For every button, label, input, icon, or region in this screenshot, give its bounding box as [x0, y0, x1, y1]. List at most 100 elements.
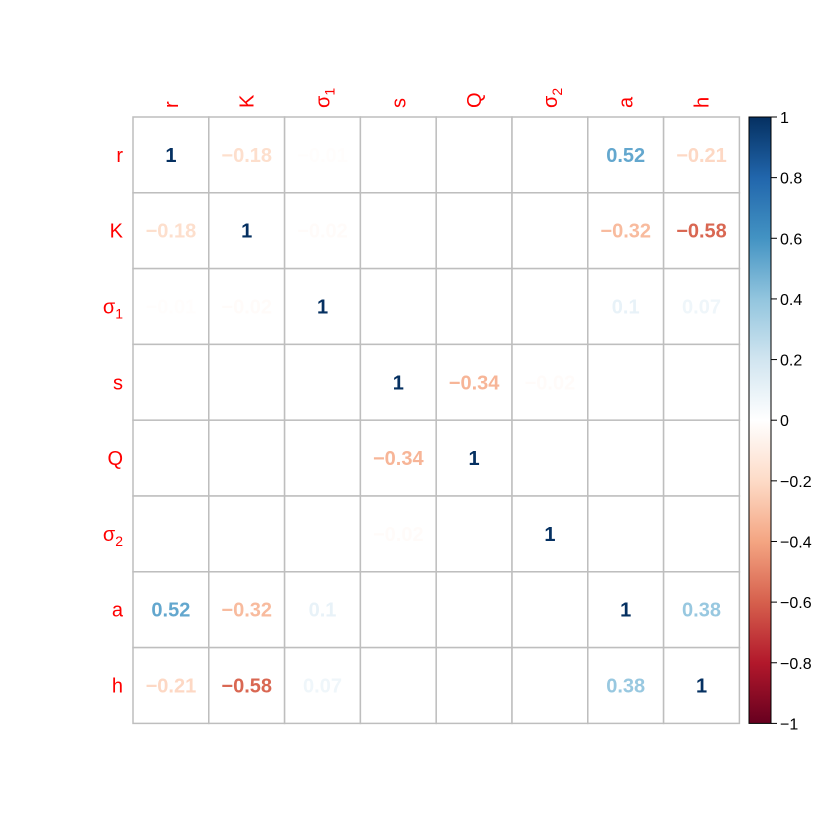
grid-cell [208, 343, 286, 421]
cell-value: −0.02 [221, 297, 272, 319]
grid-cell [435, 419, 513, 497]
colorbar: 1 0.8 0.6 0.4 0.2 0 −0.2 −0.4 −0.6 −0.8 −1 [748, 110, 812, 733]
cell-value: −0.32 [600, 221, 651, 243]
colorbar-tick-label: −0.4 [780, 534, 812, 551]
grid-cell [435, 495, 513, 573]
colorbar-tick-label: 0.4 [780, 292, 802, 309]
grid-cell [435, 267, 513, 346]
grid-cell [435, 646, 513, 725]
grid-cell [662, 571, 741, 649]
colorbar-tick-label: 0 [780, 413, 789, 430]
row-label: σ2 [103, 524, 123, 549]
grid-cell [132, 495, 210, 573]
row-label: r [116, 145, 123, 167]
colorbar-tick-label: −0.6 [780, 595, 812, 612]
column-label: a [616, 96, 638, 108]
cell-value: −0.02 [373, 524, 424, 546]
grid-cell [359, 646, 437, 725]
cell-value: 1 [469, 448, 480, 470]
grid-cell [662, 495, 741, 573]
grid-cell [208, 419, 286, 497]
cell-value: −0.21 [676, 145, 727, 167]
grid-cell [662, 343, 741, 421]
grid-cell [359, 267, 437, 346]
grid-cell [132, 116, 210, 194]
cell-value: 1 [620, 600, 631, 622]
cell-value: 0.07 [682, 297, 721, 319]
grid-cell [662, 419, 741, 497]
grid-cell [435, 571, 513, 649]
grid-cell [511, 192, 589, 270]
grid-cell [359, 343, 437, 421]
grid-cell [587, 267, 665, 346]
grid-cell [132, 192, 210, 270]
cell-value: 0.1 [612, 297, 640, 319]
grid-cell [359, 116, 437, 194]
column-label: Q [464, 92, 486, 108]
grid-cell [511, 343, 589, 421]
colorbar-tick-label: 0.8 [780, 171, 802, 188]
cell-value: 0.1 [309, 600, 337, 622]
cell-value: 1 [317, 297, 328, 319]
grid-cell [208, 646, 286, 725]
grid-cell [511, 116, 589, 194]
colorbar-tick-label: −0.8 [780, 656, 812, 673]
cell-value: −0.02 [297, 221, 348, 243]
grid-cell [283, 192, 362, 270]
grid-cell [132, 571, 210, 649]
colorbar-tick-label: 1 [780, 110, 789, 127]
grid-cell [587, 419, 665, 497]
grid-cell [435, 116, 513, 194]
cell-value: −0.18 [146, 221, 197, 243]
column-label: h [692, 97, 714, 108]
grid-cell [435, 343, 513, 421]
grid-cell [132, 343, 210, 421]
column-label: r [161, 101, 183, 108]
colorbar-gradient [748, 116, 772, 724]
grid-cell [435, 192, 513, 270]
colorbar-tick-label: 0.2 [780, 353, 802, 370]
cell-value: −0.32 [221, 600, 272, 622]
grid-cell [587, 646, 665, 725]
cell-value: 1 [696, 676, 707, 698]
cell-value: −0.01 [146, 297, 197, 319]
cell-value: −0.34 [449, 372, 500, 394]
column-label: σ1 [313, 88, 338, 108]
grid-cell [283, 343, 362, 421]
column-label: K [237, 94, 259, 108]
grid-cell [359, 419, 437, 497]
grid-cell [283, 495, 362, 573]
grid-cell [511, 571, 589, 649]
row-label: h [112, 676, 123, 698]
cell-value: −0.01 [297, 145, 348, 167]
colorbar-tick-label: −0.2 [780, 474, 812, 491]
cell-value: 1 [393, 372, 404, 394]
column-label: σ2 [540, 88, 565, 108]
grid-cell [662, 646, 741, 725]
grid-cell [283, 419, 362, 497]
row-label: σ1 [103, 297, 123, 322]
cell-value: 0.38 [682, 600, 721, 622]
cell-value: −0.18 [221, 145, 272, 167]
cell-value: −0.58 [676, 221, 727, 243]
grid-cell [208, 267, 286, 346]
cell-value: 0.52 [606, 145, 645, 167]
cell-value: 0.38 [606, 676, 645, 698]
cell-value: 0.52 [151, 600, 190, 622]
correlation-cells: 1 −0.18 −0.01 0.52 −0.21 −0.18 1 −0.02 −0.32 −0.5… [146, 145, 727, 698]
grid-cell [511, 646, 589, 725]
grid-cell [662, 192, 741, 270]
cell-value: 1 [241, 221, 252, 243]
column-label: s [388, 98, 410, 108]
cell-value: −0.34 [373, 448, 424, 470]
grid-cell [511, 267, 589, 346]
grid-cell [359, 571, 437, 649]
grid-cell [511, 419, 589, 497]
grid-cell [132, 646, 210, 725]
cell-value: −0.21 [146, 676, 197, 698]
cell-value: 1 [165, 145, 176, 167]
matrix-grid [132, 116, 741, 725]
grid-cell [511, 495, 589, 573]
colorbar-tick-label: −1 [780, 716, 798, 733]
